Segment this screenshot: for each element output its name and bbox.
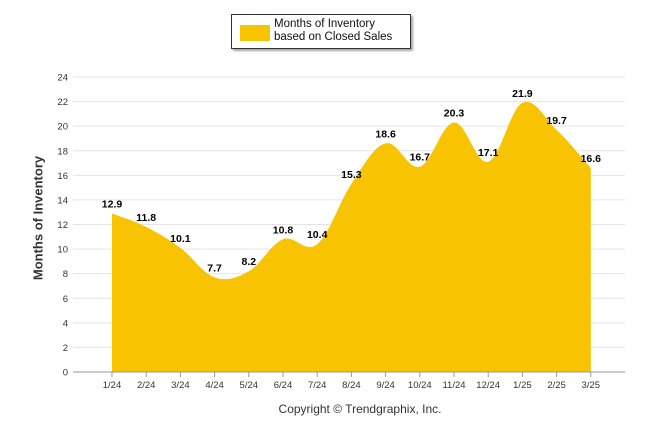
x-tick-label: 3/25: [582, 380, 601, 391]
x-tick-label: 7/24: [308, 380, 327, 391]
data-labels: 12.9 11.8 10.1 7.7 8.2 10.8 10.4 15.3 18.6 16.7 20…: [102, 88, 601, 275]
data-label: 10.8: [273, 224, 294, 236]
x-tick-label: 11/24: [442, 380, 465, 391]
copyright-text: Copyright © Trendgraphix, Inc.: [278, 402, 442, 416]
y-tick-label: 0: [63, 368, 68, 379]
data-label: 21.9: [512, 88, 533, 100]
data-label: 20.3: [444, 107, 465, 119]
x-tick-label: 12/24: [476, 380, 500, 391]
data-label: 10.1: [170, 233, 191, 245]
data-label: 12.9: [102, 198, 123, 210]
y-tick-label: 6: [63, 294, 68, 305]
y-tick-label: 24: [57, 73, 68, 84]
x-tick-label: 10/24: [408, 380, 432, 391]
data-label: 15.3: [341, 169, 362, 181]
y-tick-label: 8: [63, 269, 68, 280]
y-tick-label: 4: [63, 318, 68, 329]
data-label: 16.6: [581, 153, 602, 165]
data-label: 17.1: [478, 147, 499, 159]
x-tick-label: 2/24: [137, 380, 156, 391]
area-fill: [112, 101, 591, 373]
data-label: 8.2: [241, 256, 256, 268]
x-tick-label: 2/25: [547, 380, 566, 391]
y-tick-label: 16: [57, 171, 68, 182]
x-tick-label: 5/24: [240, 380, 259, 391]
data-label: 16.7: [410, 152, 431, 164]
y-tick-label: 20: [57, 122, 68, 133]
x-tick-label: 6/24: [274, 380, 293, 391]
data-label: 18.6: [375, 128, 396, 140]
x-tick-label: 3/24: [171, 380, 190, 391]
x-tick-label: 1/24: [103, 380, 122, 391]
legend: Months of Inventory based on Closed Sale…: [231, 14, 411, 49]
data-label: 11.8: [136, 212, 156, 224]
x-tick-label: 1/25: [513, 380, 532, 391]
data-label: 19.7: [546, 115, 567, 127]
data-label: 10.4: [307, 229, 328, 241]
x-tick-label: 4/24: [205, 380, 224, 391]
y-tick-label: 14: [57, 195, 68, 206]
legend-swatch: [240, 25, 270, 41]
y-tick-label: 2: [63, 343, 68, 354]
y-tick-label: 22: [57, 97, 68, 108]
data-label: 7.7: [207, 262, 222, 274]
y-tick-label: 12: [57, 220, 68, 231]
y-axis-label: Months of Inventory: [30, 155, 46, 281]
legend-label: Months of Inventory based on Closed Sale…: [274, 18, 393, 43]
area-series: [112, 101, 591, 373]
x-tick-label: 9/24: [376, 380, 395, 391]
y-tick-label: 18: [57, 146, 68, 157]
x-tick-label: 8/24: [342, 380, 361, 391]
y-tick-label: 10: [57, 245, 68, 256]
